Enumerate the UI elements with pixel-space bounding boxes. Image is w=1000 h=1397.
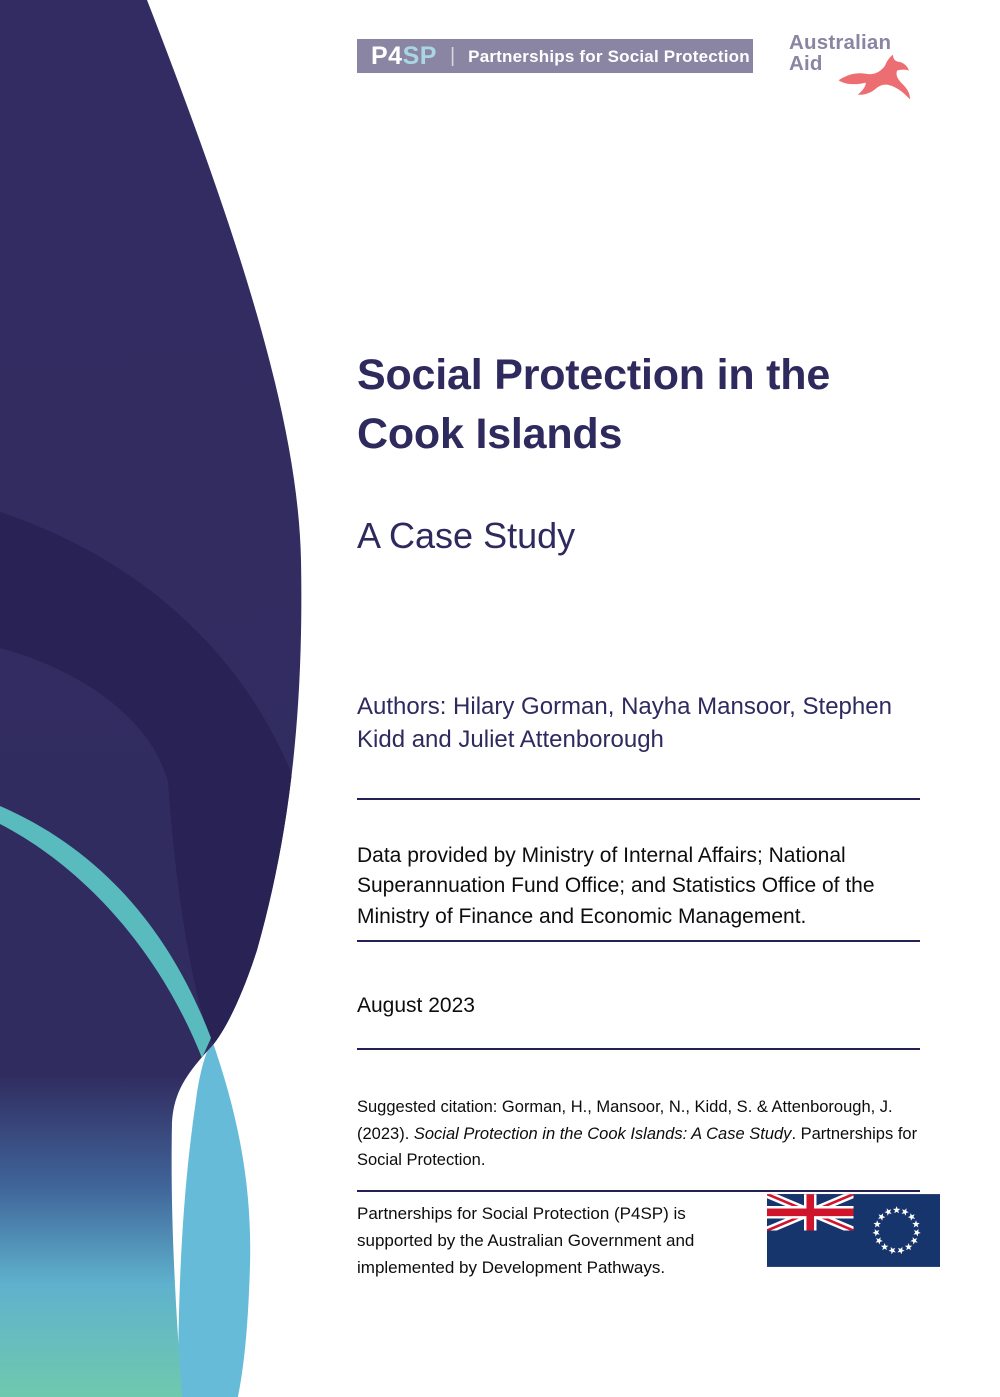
data-source-note: Data provided by Ministry of Internal Af… (357, 844, 875, 928)
flag-star (892, 1206, 901, 1214)
flag-star (878, 1213, 886, 1221)
suggested-citation: Suggested citation: Gorman, H., Mansoor,… (357, 1094, 935, 1174)
flag-star (907, 1213, 916, 1221)
p4sp-p4: P4 (371, 41, 403, 70)
divider-rule (357, 798, 920, 800)
flag-star (875, 1237, 883, 1245)
p4sp-divider: | (449, 45, 456, 67)
support-note: Partnerships for Social Protection (P4SP… (357, 1204, 695, 1278)
union-jack-canton (767, 1194, 854, 1231)
flag-star (873, 1220, 881, 1228)
p4sp-logo: P4 SP | Partnerships for Social Protectio… (357, 39, 753, 73)
flag-star (880, 1243, 889, 1251)
authors-line: Authors: Hilary Gorman, Nayha Mansoor, S… (357, 693, 892, 754)
p4sp-sp: SP (402, 41, 437, 70)
australian-aid-line2: Aid (789, 51, 823, 75)
citation-suffix: . Partnerships for Social Protection. (357, 1124, 918, 1170)
deco-dark-band (0, 512, 302, 1195)
divider-rule (357, 940, 920, 942)
australian-aid-line1: Australian (789, 31, 892, 54)
flag-star (912, 1220, 920, 1228)
flag-star (904, 1243, 913, 1251)
page-title: Social Protection in the Cook Islands (357, 351, 831, 459)
citation-prefix: Suggested citation: Gorman, H., Mansoor,… (357, 1098, 893, 1143)
flag-star (872, 1229, 880, 1237)
page-subtitle: A Case Study (357, 515, 576, 556)
flag-star (913, 1229, 921, 1237)
flag-star (888, 1246, 896, 1255)
cook-islands-flag (767, 1194, 940, 1267)
kangaroo-icon (838, 54, 910, 100)
australian-aid-logo: Australian Aid (789, 31, 939, 100)
australian-aid-text: Australian Aid (789, 31, 939, 75)
deco-sky-petal (178, 1040, 251, 1397)
divider-rule (357, 1190, 920, 1192)
flag-star (884, 1208, 892, 1216)
deco-teal-ribbon (0, 806, 211, 1058)
flag-star (901, 1208, 909, 1216)
flag-star (897, 1246, 905, 1255)
p4sp-label: Partnerships for Social Protection (468, 46, 750, 66)
citation-title-italic: Social Protection in the Cook Islands: A… (413, 1124, 792, 1143)
divider-rule (357, 1048, 920, 1050)
flag-star (910, 1237, 918, 1245)
p4sp-wordmark: P4 SP (371, 41, 437, 70)
publication-date: August 2023 (357, 994, 475, 1017)
deco-navy-shape (0, 0, 302, 1397)
flag-star-ring (872, 1206, 921, 1255)
